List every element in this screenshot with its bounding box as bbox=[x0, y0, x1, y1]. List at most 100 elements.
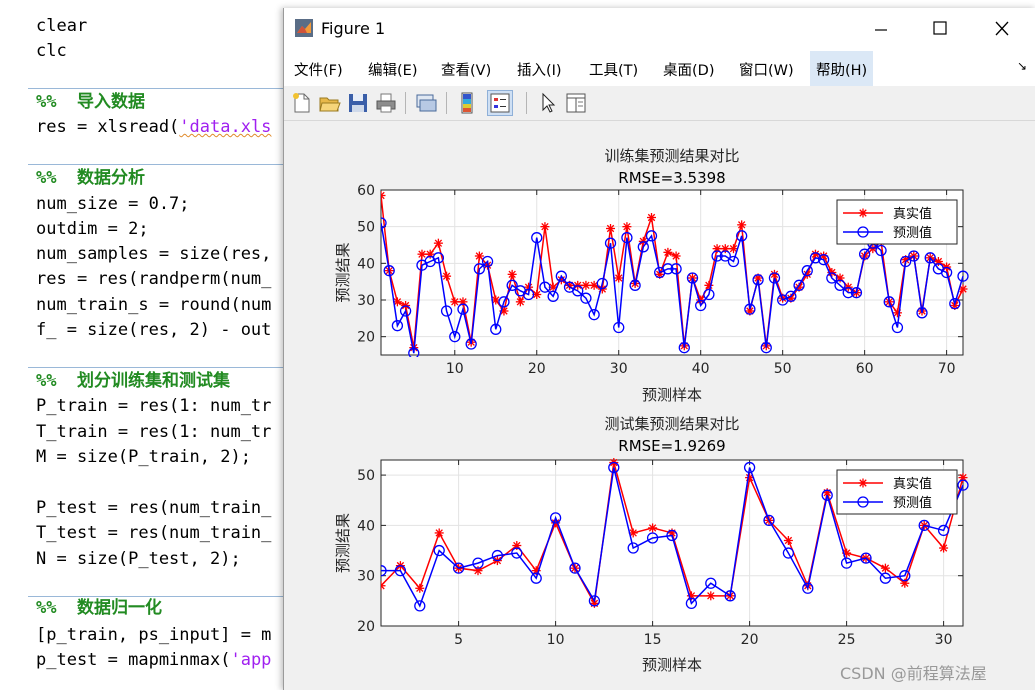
data-point bbox=[743, 461, 756, 474]
data-point bbox=[408, 347, 420, 357]
menu-view[interactable]: 查看(V) bbox=[441, 63, 492, 79]
chart-train: 10 20 30 40 50 60 70 20 30 40 50 60 训练集预测结果对比 RMSE=3.… bbox=[334, 147, 969, 404]
data-point bbox=[613, 321, 625, 334]
data-point bbox=[530, 572, 542, 584]
menu-file[interactable]: 文件(F) bbox=[294, 63, 343, 79]
data-point bbox=[621, 232, 633, 244]
menu-edit[interactable]: 编辑(E) bbox=[368, 63, 418, 79]
data-point bbox=[670, 263, 682, 275]
data-point bbox=[803, 270, 811, 279]
x-tick-label: 15 bbox=[644, 632, 662, 648]
data-point bbox=[531, 232, 543, 244]
data-point bbox=[492, 296, 500, 304]
data-point bbox=[957, 270, 969, 282]
menu-tools[interactable]: 工具(T) bbox=[589, 63, 639, 79]
code-line: N = size(P_test, 2); bbox=[36, 549, 241, 569]
close-icon bbox=[995, 21, 1009, 36]
data-point bbox=[850, 287, 863, 299]
menu-insert[interactable]: 插入(I) bbox=[517, 63, 562, 79]
pointer-icon[interactable] bbox=[536, 91, 560, 115]
close-button[interactable] bbox=[980, 8, 1024, 50]
data-point bbox=[393, 298, 402, 306]
data-point bbox=[381, 582, 385, 587]
figure-plot-area[interactable]: 10 20 30 40 50 60 70 20 30 40 50 60 训练集预测结果对比 RMSE=3.… bbox=[284, 8, 1035, 690]
data-point bbox=[442, 272, 451, 280]
new-figure-icon[interactable] bbox=[290, 91, 314, 115]
data-point bbox=[859, 479, 867, 487]
section-title: 数据归一化 bbox=[76, 598, 162, 618]
link-figure-icon[interactable] bbox=[414, 91, 438, 115]
series-line bbox=[381, 467, 964, 608]
menu-help[interactable]: 帮助(H) bbox=[810, 51, 874, 88]
data-point bbox=[809, 252, 822, 264]
x-tick-label: 10 bbox=[547, 632, 565, 648]
print-icon[interactable] bbox=[374, 91, 398, 115]
data-point bbox=[899, 570, 911, 582]
data-point bbox=[737, 221, 746, 229]
data-point bbox=[539, 281, 551, 293]
menu-desktop[interactable]: 桌面(D) bbox=[663, 63, 715, 79]
data-point bbox=[572, 285, 584, 297]
data-point bbox=[695, 299, 707, 312]
data-point bbox=[959, 285, 967, 293]
data-point bbox=[811, 250, 820, 258]
x-axis-label: 预测样本 bbox=[642, 386, 702, 404]
data-point bbox=[416, 584, 424, 592]
insert-colorbar-icon[interactable] bbox=[456, 91, 480, 115]
data-point bbox=[555, 270, 567, 282]
data-point bbox=[666, 529, 678, 542]
section-title: 数据分析 bbox=[76, 168, 145, 188]
legend-box bbox=[836, 469, 958, 515]
data-point bbox=[433, 544, 445, 557]
y-tick-label: 40 bbox=[357, 256, 375, 272]
maximize-button[interactable] bbox=[918, 8, 962, 50]
data-point bbox=[842, 287, 854, 299]
figure-window[interactable]: Figure 1 文件(F) 编辑(E) 查看(V) 插入(I) 工具(T) 桌… bbox=[283, 8, 1035, 690]
section-divider bbox=[28, 88, 288, 89]
property-editor-icon[interactable] bbox=[564, 91, 588, 115]
code-line: res = xlsread('data.xls bbox=[36, 117, 271, 137]
section-divider bbox=[28, 164, 288, 165]
legend-marker bbox=[857, 226, 869, 238]
code-line: clc bbox=[36, 41, 67, 61]
window-title: Figure 1 bbox=[321, 19, 386, 38]
y-tick-label: 30 bbox=[357, 293, 375, 309]
menu-bar: 文件(F) 编辑(E) 查看(V) 插入(I) 工具(T) 桌面(D) 窗口(W… bbox=[284, 50, 1035, 88]
data-point bbox=[629, 529, 637, 537]
y-axis-label: 预测结果 bbox=[334, 513, 352, 573]
data-point bbox=[629, 279, 641, 291]
data-point bbox=[686, 272, 699, 284]
y-axis-label: 预测结果 bbox=[334, 242, 352, 302]
x-tick-label: 40 bbox=[692, 361, 710, 377]
data-point bbox=[899, 255, 912, 268]
toolbar-dock-arrow-icon[interactable]: ↘ bbox=[1017, 59, 1028, 73]
code-line: T_train = res(1: num_tr bbox=[36, 422, 272, 442]
data-point bbox=[879, 572, 892, 584]
section-marker: %% bbox=[36, 598, 57, 618]
insert-legend-icon[interactable] bbox=[487, 90, 513, 116]
data-point bbox=[662, 263, 674, 275]
data-point bbox=[627, 542, 639, 554]
data-point bbox=[736, 230, 748, 242]
minimize-button[interactable] bbox=[859, 8, 903, 50]
data-point bbox=[582, 281, 590, 290]
open-file-icon[interactable] bbox=[318, 91, 342, 115]
data-point bbox=[678, 342, 690, 354]
data-point bbox=[727, 255, 740, 268]
save-icon[interactable] bbox=[346, 91, 370, 115]
data-point bbox=[801, 265, 813, 277]
data-point bbox=[588, 309, 600, 321]
toolbar-separator bbox=[446, 92, 447, 114]
y-tick-label: 20 bbox=[357, 330, 375, 346]
data-point bbox=[645, 230, 658, 242]
data-point bbox=[475, 252, 484, 260]
data-point bbox=[802, 582, 814, 594]
data-point bbox=[513, 541, 521, 550]
data-point bbox=[826, 272, 838, 284]
title-bar[interactable]: Figure 1 bbox=[284, 8, 1035, 50]
data-point bbox=[516, 298, 525, 306]
data-point bbox=[449, 331, 461, 343]
data-point bbox=[391, 320, 404, 332]
menu-window[interactable]: 窗口(W) bbox=[739, 63, 794, 79]
